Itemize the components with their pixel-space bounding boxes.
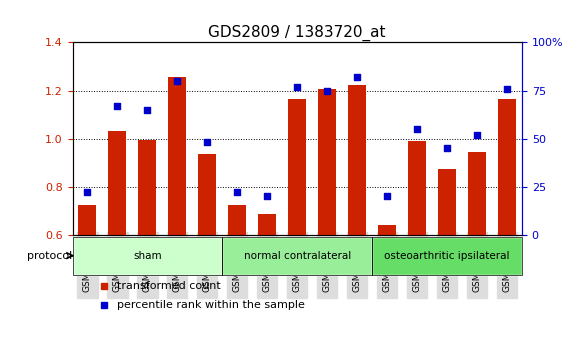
Point [203,139,212,145]
Point [113,103,122,109]
Point [412,126,422,132]
Bar [139,140,157,235]
Point [443,145,452,151]
Title: GDS2809 / 1383720_at: GDS2809 / 1383720_at [208,25,386,41]
Bar [229,205,246,235]
FancyBboxPatch shape [72,237,222,274]
Bar [168,77,186,235]
Bar [498,99,516,235]
Bar [318,89,336,235]
Bar [198,154,216,235]
Point [173,78,182,84]
Bar [348,85,366,235]
Bar [378,225,396,235]
Point [83,190,92,195]
Text: osteoarthritic ipsilateral: osteoarthritic ipsilateral [385,251,510,261]
Point [353,74,362,80]
Point [502,86,512,91]
Bar [108,131,126,235]
Point [322,88,332,93]
Text: sham: sham [133,251,162,261]
Point [233,190,242,195]
Point [292,84,302,90]
Text: protocol: protocol [27,251,72,261]
Point [263,193,272,199]
Bar [438,169,456,235]
Bar [408,141,426,235]
Text: normal contralateral: normal contralateral [244,251,351,261]
FancyBboxPatch shape [372,237,522,274]
Bar [78,205,96,235]
Text: transformed count: transformed count [117,281,221,291]
Point [143,107,152,113]
Text: percentile rank within the sample: percentile rank within the sample [117,301,305,310]
Point [472,132,481,138]
FancyBboxPatch shape [222,237,372,274]
Bar [468,152,486,235]
Bar [258,214,276,235]
Bar [288,99,306,235]
Point [383,193,392,199]
